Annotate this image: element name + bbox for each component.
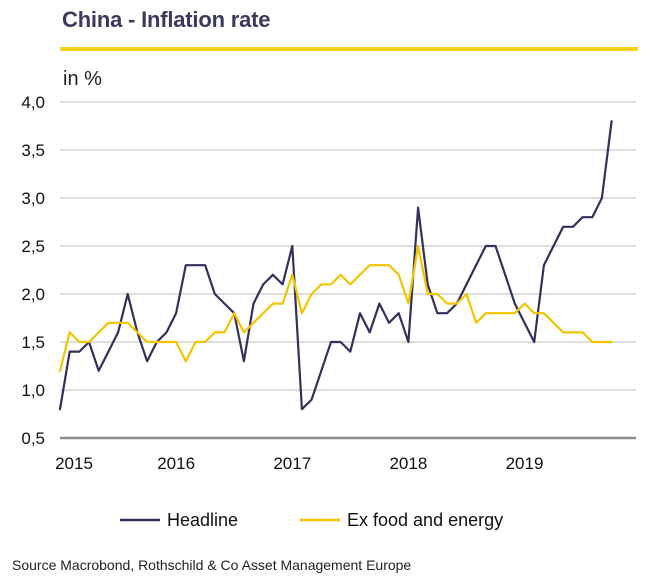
- legend-label-headline: Headline: [167, 510, 238, 530]
- x-tick-label: 2016: [157, 454, 195, 473]
- x-tick-label: 2017: [273, 454, 311, 473]
- x-tick-label: 2018: [389, 454, 427, 473]
- series-lines: [58, 120, 613, 411]
- legend-label-ex-food-energy: Ex food and energy: [347, 510, 503, 530]
- y-tick-label: 2,5: [21, 237, 45, 256]
- y-tick-label: 2,0: [21, 285, 45, 304]
- y-tick-label: 1,0: [21, 381, 45, 400]
- y-tick-label: 4,0: [21, 93, 45, 112]
- series-line-ex-food-energy: [58, 244, 613, 372]
- chart-title: China - Inflation rate: [62, 7, 271, 32]
- series-line-headline: [58, 120, 613, 411]
- y-axis-ticks: 0,5 1,0 1,5 2,0 2,5 3,0 3,5 4,0: [21, 93, 45, 448]
- y-tick-label: 3,5: [21, 141, 45, 160]
- x-axis-ticks: 2015 2016 2017 2018 2019: [55, 454, 543, 473]
- y-tick-label: 3,0: [21, 189, 45, 208]
- unit-label: in %: [63, 68, 102, 90]
- x-tick-label: 2015: [55, 454, 93, 473]
- y-tick-label: 0,5: [21, 429, 45, 448]
- title-underline: [60, 47, 638, 51]
- y-tick-label: 1,5: [21, 333, 45, 352]
- source-note: Source Macrobond, Rothschild & Co Asset …: [12, 557, 412, 573]
- legend: Headline Ex food and energy: [120, 510, 503, 530]
- gridlines: [60, 101, 636, 440]
- x-tick-label: 2019: [506, 454, 544, 473]
